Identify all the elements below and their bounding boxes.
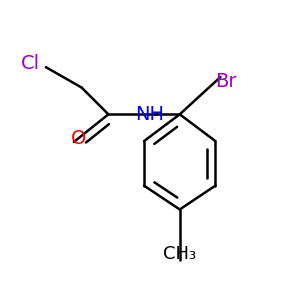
Text: Br: Br: [215, 72, 237, 91]
Text: CH₃: CH₃: [163, 245, 196, 263]
Text: NH: NH: [136, 105, 164, 124]
Text: O: O: [71, 129, 86, 148]
Text: Cl: Cl: [21, 54, 40, 73]
